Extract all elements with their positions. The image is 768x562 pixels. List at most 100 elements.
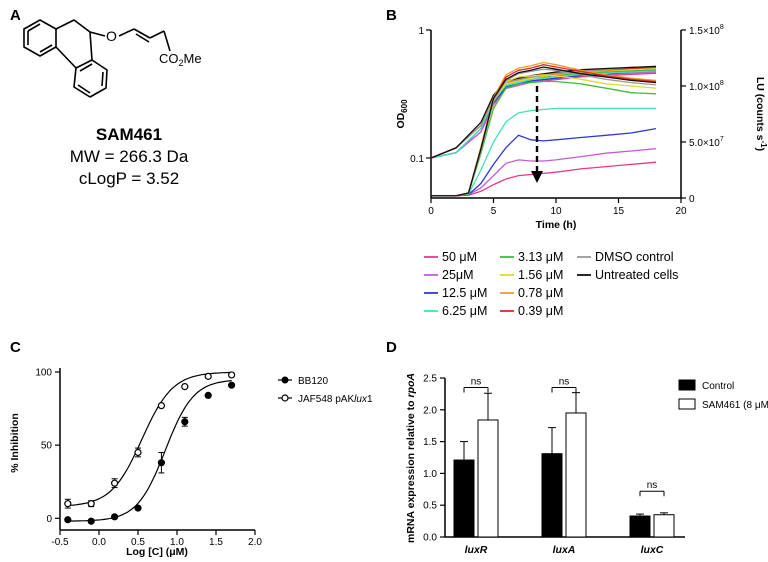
b-legend-label-3-13: 3.13 μM: [518, 250, 563, 264]
five-ring-bond: [89, 31, 93, 61]
c-point-jaf548: [181, 383, 189, 391]
b-yleft-axis-label: OD600: [395, 99, 409, 129]
b-legend-label-50: 50 μM: [442, 250, 477, 264]
c-x-tick-label: 0.5: [131, 537, 145, 548]
b-od-line-6-25: [430, 70, 657, 159]
c-x-tick-label: 1.5: [209, 537, 223, 548]
b-yright-axis-label: LU (counts s-1): [754, 77, 768, 151]
b-od-line-dmso: [430, 65, 657, 159]
c-point-bb120: [134, 504, 142, 512]
d-bar-luxA-sam461: [565, 412, 587, 538]
d-bar-luxA-control: [541, 453, 563, 538]
chart-d: 0.0 0.5 1.0 1.5 2.0 2.5 luxR ns luxA ns luxC ns mR…: [405, 373, 768, 556]
b-legend-label-0-78: 0.78 μM: [518, 286, 563, 300]
b-series-lines: [430, 61, 657, 197]
d-y-tick-label: 1.5: [423, 437, 437, 448]
c-ticks: -0.5 0.0 0.5 1.0 1.5 2.0 0 50 100: [35, 368, 262, 549]
c-fit-curve-bb120: [67, 380, 232, 522]
compound-name: SAM461: [96, 125, 162, 144]
c-x-tick-label: 2.0: [248, 537, 262, 548]
c-point-bb120: [64, 516, 72, 524]
d-y-tick-label: 0.0: [423, 533, 437, 544]
ester-label: CO2Me: [159, 51, 202, 68]
c-x-axis-label: Log [C] (μM): [126, 546, 188, 558]
b-trend-arrow-head: [531, 171, 543, 183]
b-lum-line-1-56: [431, 74, 657, 197]
compound-mw: MW = 266.3 Da: [70, 147, 189, 166]
d-legend-label-sam461: SAM461 (8 μM): [702, 400, 768, 411]
c-x-tick-label: 0.0: [92, 537, 106, 548]
b-legend: 50 μM 25μM 12.5 μM 6.25 μM 3.13 μM 1.56 μM 0.7…: [424, 250, 678, 318]
c-point-jaf548: [110, 479, 119, 487]
b-lum-line-0-39: [431, 64, 657, 197]
d-y-tick-label: 0.5: [423, 501, 437, 512]
left-ring-double-bond: [27, 23, 41, 32]
b-lum-line-50: [431, 161, 657, 197]
c-point-jaf548: [157, 402, 165, 410]
b-legend-label-1-56: 1.56 μM: [518, 268, 563, 282]
d-significance-label: ns: [647, 480, 658, 491]
b-lum-line-0-78: [431, 61, 657, 197]
c-y-tick-label: 50: [41, 441, 53, 452]
lower-ring-double-bond: [101, 71, 104, 87]
b-yright-tick-label: 0: [689, 194, 695, 205]
d-bar-luxR-sam461: [477, 419, 499, 538]
b-legend-label-dmso: DMSO control: [595, 250, 674, 264]
c-point-jaf548: [204, 372, 212, 380]
d-category-label: luxC: [641, 544, 664, 556]
c-legend-label-jaf548: JAF548 pAKlux1: [298, 394, 373, 405]
d-y-axis-label: mRNA expression relative to rpoA: [405, 373, 417, 543]
b-lum-line-12-5: [431, 127, 657, 197]
d-y-tick-label: 2.0: [423, 405, 437, 416]
d-plot-area: luxR ns luxA ns luxC ns: [453, 377, 675, 556]
d-significance-label: ns: [471, 377, 482, 388]
b-lum-line-untreated: [431, 66, 657, 197]
c-point-jaf548: [134, 448, 142, 457]
c-y-axis-label: % Inhibition: [9, 413, 21, 473]
d-y-tick-label: 1.0: [423, 469, 437, 480]
c-point-bb120: [110, 513, 119, 521]
c-plot-area: [64, 371, 236, 525]
five-ring-bonds: [55, 19, 91, 33]
chart-b: 0 5 10 15 20 1 0.1 1.5×108 1.0×108 5.0×107 0…: [395, 24, 768, 231]
c-point-bb120: [87, 517, 95, 525]
compound-clogp: cLogP = 3.52: [79, 169, 179, 188]
b-x-tick-label: 15: [613, 206, 625, 217]
carbonyl-bond: [163, 30, 171, 52]
c-point-jaf548: [228, 371, 236, 379]
d-y-tick-label: 2.5: [423, 374, 437, 385]
c-x-tick-label: -0.5: [51, 537, 69, 548]
c-legend-marker-jaf548: [281, 394, 289, 402]
compound-structure: [23, 19, 165, 98]
c-legend-label-bb120: BB120: [298, 376, 328, 387]
b-legend-label-6-25: 6.25 μM: [442, 304, 487, 318]
chart-c: -0.5 0.0 0.5 1.0 1.5 2.0 0 50 100 Log [C] (μM) %…: [9, 368, 373, 559]
b-legend-label-0-39: 0.39 μM: [518, 304, 563, 318]
c-y-tick-label: 0: [46, 514, 52, 525]
lower-ring-double-bond: [79, 63, 93, 72]
d-significance-label: ns: [559, 377, 570, 388]
c-legend-marker-bb120: [281, 376, 289, 384]
panel-label-c: C: [10, 339, 21, 356]
c-x-tick-label: 1.0: [170, 537, 184, 548]
b-x-tick-label: 5: [491, 206, 497, 217]
b-lum-line-25: [431, 148, 657, 197]
b-legend-label-12-5: 12.5 μM: [442, 286, 487, 300]
alkene-double-bond: [135, 33, 150, 43]
b-yleft-tick-label: 0.1: [410, 154, 424, 165]
c-point-bb120: [228, 381, 236, 389]
b-x-ticks: 0 5 10 15 20: [428, 198, 687, 217]
alkene-bond: [133, 28, 151, 39]
o-c-bond: [118, 28, 135, 37]
left-ring-double-bond: [39, 44, 53, 53]
five-ring-bond: [55, 46, 77, 69]
d-bar-luxR-control: [453, 459, 475, 538]
c-point-bb120: [157, 459, 165, 467]
oxygen-atom-label: O: [106, 28, 117, 44]
b-legend-label-25: 25μM: [442, 268, 474, 282]
c-point-jaf548: [87, 500, 95, 508]
b-legend-label-untreated: Untreated cells: [595, 268, 678, 282]
b-x-axis-label: Time (h): [536, 219, 577, 231]
d-category-label: luxR: [465, 544, 488, 556]
